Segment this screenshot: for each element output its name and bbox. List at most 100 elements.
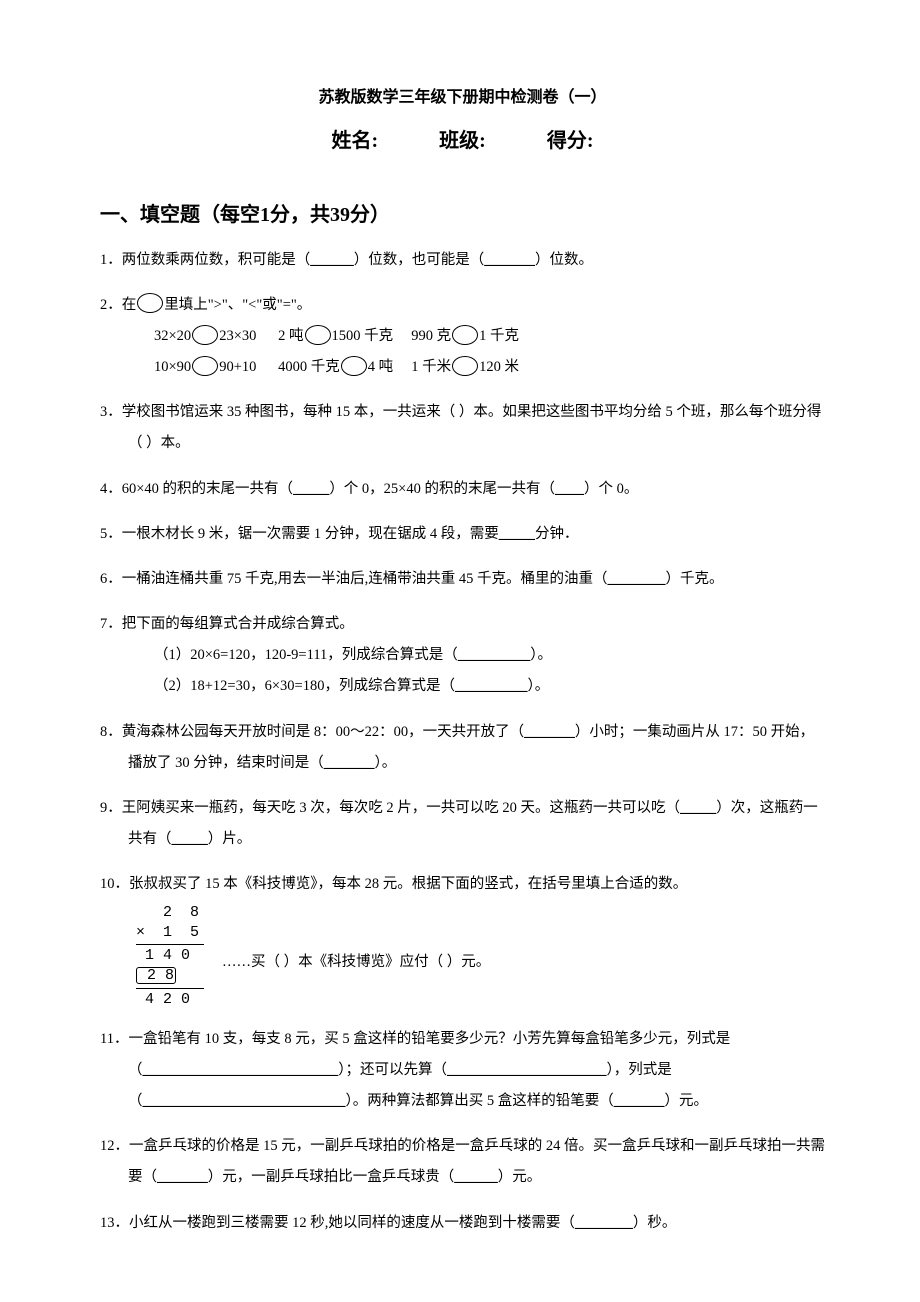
fill-blank[interactable]: ___________________________ — [143, 1062, 339, 1078]
question-text: ）位数。 — [535, 252, 593, 268]
fill-blank[interactable]: ______________________ — [447, 1062, 607, 1078]
question-9: 9．王阿姨买来一瓶药，每天吃 3 次，每次吃 2 片，一共可以吃 20 天。这瓶… — [100, 793, 825, 855]
fill-blank[interactable]: _____ — [172, 831, 208, 847]
fill-blank[interactable]: ____ — [555, 481, 584, 497]
question-number: 5． — [100, 526, 122, 542]
fill-blank[interactable]: ____________________________ — [143, 1093, 346, 1109]
question-number: 2． — [100, 297, 122, 313]
question-text: 60×40 的积的末尾一共有（ — [122, 481, 293, 497]
circle-blank[interactable] — [192, 325, 218, 345]
question-7: 7．把下面的每组算式合并成综合算式。 （1）20×6=120，120-9=111… — [100, 609, 825, 703]
question-text: ）；还可以先算（ — [338, 1062, 447, 1078]
question-text: ）。 — [375, 755, 397, 771]
question-2: 2．在里填上">"、"<"或"="。 32×2023×30 2 吨1500 千克… — [100, 290, 825, 384]
expr: 2 吨 — [278, 328, 303, 344]
question-6: 6．一桶油连桶共重 75 千克,用去一半油后,连桶带油共重 45 千克。桶里的油… — [100, 564, 825, 595]
class-label: 班级: — [439, 125, 486, 157]
question-text: 一根木材长 9 米，锯一次需要 1 分钟，现在锯成 4 段，需要 — [122, 526, 499, 542]
question-text: 张叔叔买了 15 本《科技博览》，每本 28 元。根据下面的竖式，在括号里填上合… — [129, 876, 687, 892]
question-number: 7． — [100, 616, 122, 632]
question-text: ）元，一副乒乓球拍比一盒乒乓球贵（ — [208, 1169, 455, 1185]
mult-annotation: ……买（ ）本《科技博览》应付（ ）元。 — [222, 947, 490, 978]
mult-row: 2 8 — [136, 966, 204, 986]
question-text: ）元。 — [665, 1093, 709, 1109]
question-text: （1）20×6=120，120-9=111，列成综合算式是（ — [154, 647, 458, 663]
section-1-header: 一、填空题（每空1分，共39分） — [100, 199, 825, 231]
name-label: 姓名: — [331, 125, 378, 157]
mult-line — [136, 944, 204, 945]
question-text: 学校图书馆运来 35 种图书，每种 15 本，一共运来（ ）本。如果把这些图书平… — [122, 404, 822, 451]
expr: 4 吨 — [368, 359, 393, 375]
question-13: 13．小红从一楼跑到三楼需要 12 秒,她以同样的速度从一楼跑到十楼需要（___… — [100, 1208, 825, 1239]
fill-blank[interactable]: _____ — [680, 800, 716, 816]
long-multiplication: 2 8 × 1 5 1 4 0 2 8 4 2 0 — [136, 903, 204, 1010]
question-text: 里填上">"、"<"或"="。 — [164, 297, 311, 313]
question-text: （2）18+12=30，6×30=180，列成综合算式是（ — [154, 678, 455, 694]
question-number: 3． — [100, 404, 122, 420]
sub-question-2: （2）18+12=30，6×30=180，列成综合算式是（__________）… — [128, 671, 825, 702]
fill-blank[interactable]: _______ — [157, 1169, 208, 1185]
question-text: 黄海森林公园每天开放时间是 8：00～22：00，一天共开放了（ — [122, 724, 524, 740]
question-text: ）元。 — [498, 1169, 542, 1185]
question-text: 分钟． — [535, 526, 579, 542]
mult-row: 1 4 0 — [136, 946, 204, 966]
question-text: ）。 — [530, 647, 552, 663]
question-number: 4． — [100, 481, 122, 497]
circle-blank[interactable] — [137, 293, 163, 313]
question-text: 小红从一楼跑到三楼需要 12 秒,她以同样的速度从一楼跑到十楼需要（ — [129, 1215, 575, 1231]
student-info-row: 姓名: 班级: 得分: — [100, 125, 825, 157]
question-number: 10． — [100, 876, 129, 892]
question-text: ）秒。 — [633, 1215, 677, 1231]
fill-blank[interactable]: ______ — [454, 1169, 498, 1185]
fill-blank[interactable]: _______ — [324, 755, 375, 771]
fill-blank[interactable]: _______ — [524, 724, 575, 740]
boxed-partial: 2 8 — [136, 967, 176, 984]
question-text: ）。两种算法都算出买 5 盒这样的铅笔要（ — [346, 1093, 614, 1109]
expr: 90+10 — [219, 359, 256, 375]
question-10: 10．张叔叔买了 15 本《科技博览》，每本 28 元。根据下面的竖式，在括号里… — [100, 869, 825, 1009]
question-text: ）千克。 — [666, 571, 724, 587]
circle-blank[interactable] — [341, 356, 367, 376]
expr: 23×30 — [219, 328, 256, 344]
fill-blank[interactable]: ________ — [608, 571, 666, 587]
fill-blank[interactable]: ________ — [575, 1215, 633, 1231]
fill-blank[interactable]: ______ — [310, 252, 354, 268]
fill-blank[interactable]: _____ — [499, 526, 535, 542]
question-12: 12．一盒乒乓球的价格是 15 元，一副乒乓球拍的价格是一盒乒乓球的 24 倍。… — [100, 1131, 825, 1193]
fill-blank[interactable]: _____ — [293, 481, 329, 497]
question-4: 4．60×40 的积的末尾一共有（_____）个 0，25×40 的积的末尾一共… — [100, 474, 825, 505]
fill-blank[interactable]: __________ — [458, 647, 531, 663]
question-text: ）片。 — [208, 831, 252, 847]
question-text: 两位数乘两位数，积可能是（ — [122, 252, 311, 268]
score-label: 得分: — [547, 125, 594, 157]
comparison-row-1: 32×2023×30 2 吨1500 千克 990 克1 千克 — [128, 321, 825, 352]
circle-blank[interactable] — [192, 356, 218, 376]
expr: 1 千克 — [479, 328, 519, 344]
question-text: ）个 0，25×40 的积的末尾一共有（ — [329, 481, 555, 497]
expr: 32×20 — [154, 328, 191, 344]
question-text: ）个 0。 — [584, 481, 638, 497]
fill-blank[interactable]: _______ — [614, 1093, 665, 1109]
comparison-row-2: 10×9090+10 4000 千克4 吨 1 千米120 米 — [128, 352, 825, 383]
document-title: 苏教版数学三年级下册期中检测卷（一） — [100, 85, 825, 111]
mult-line — [136, 988, 204, 989]
question-number: 8． — [100, 724, 122, 740]
mult-row: × 1 5 — [136, 923, 204, 943]
question-1: 1．两位数乘两位数，积可能是（______）位数，也可能是（_______）位数… — [100, 245, 825, 276]
circle-blank[interactable] — [452, 325, 478, 345]
question-3: 3．学校图书馆运来 35 种图书，每种 15 本，一共运来（ ）本。如果把这些图… — [100, 397, 825, 459]
expr: 1 千米 — [411, 359, 451, 375]
fill-blank[interactable]: _______ — [484, 252, 535, 268]
question-11: 11．一盒铅笔有 10 支，每支 8 元，买 5 盒这样的铅笔要多少元？小芳先算… — [100, 1024, 825, 1118]
question-number: 11． — [100, 1031, 128, 1047]
question-text: ）。 — [527, 678, 549, 694]
question-text: 一桶油连桶共重 75 千克,用去一半油后,连桶带油共重 45 千克。桶里的油重（ — [122, 571, 608, 587]
question-text: 王阿姨买来一瓶药，每天吃 3 次，每次吃 2 片，一共可以吃 20 天。这瓶药一… — [122, 800, 680, 816]
expr: 1500 千克 — [332, 328, 394, 344]
question-number: 12． — [100, 1138, 129, 1154]
fill-blank[interactable]: __________ — [455, 678, 528, 694]
circle-blank[interactable] — [305, 325, 331, 345]
expr: 4000 千克 — [278, 359, 340, 375]
circle-blank[interactable] — [452, 356, 478, 376]
question-number: 9． — [100, 800, 122, 816]
